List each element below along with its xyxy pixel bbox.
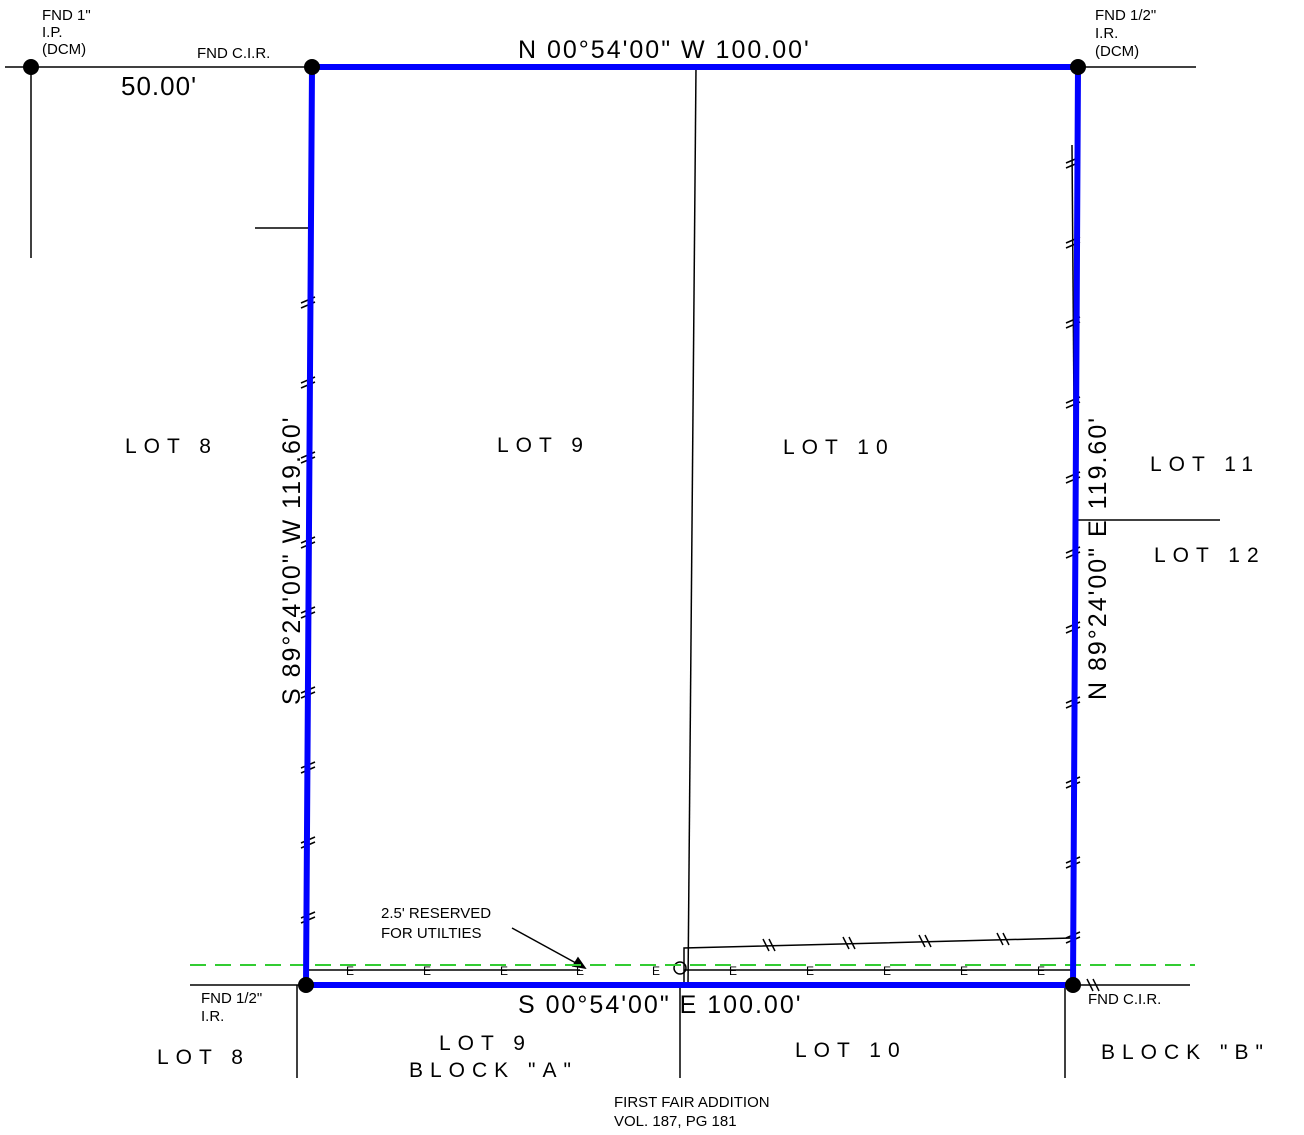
- east-bearing-label: N 89°24'00" E 119.60': [1084, 416, 1112, 700]
- monument-sw-label-2: I.R.: [201, 1008, 224, 1025]
- fence-hatch: [1086, 978, 1094, 992]
- easement-marker: E: [883, 964, 891, 978]
- monument-ne-label-1: FND 1/2": [1095, 7, 1156, 24]
- north-bearing-label: N 00°54'00" W 100.00': [518, 36, 811, 64]
- easement-marker: E: [1037, 964, 1045, 978]
- lot12-label: LOT 12: [1154, 544, 1266, 567]
- monument-nw-far-label-1: FND 1": [42, 7, 91, 24]
- fence-hatch: [848, 936, 856, 950]
- easement-marker: E: [346, 964, 354, 978]
- fence-hatch: [918, 934, 926, 948]
- easement-marker: E: [500, 964, 508, 978]
- pole-symbol: [673, 961, 687, 975]
- fence-line-south: [683, 937, 1073, 985]
- utility-note-line-1: 2.5' RESERVED: [381, 905, 491, 922]
- easement-marker: E: [806, 964, 814, 978]
- monument-sw: [298, 977, 314, 993]
- lot10-lower-label: LOT 10: [795, 1039, 907, 1062]
- fence-hatch: [996, 932, 1004, 946]
- utility-leader: [511, 927, 586, 969]
- lot9-lot10-divider: [687, 66, 697, 986]
- lot9-upper-label: LOT 9: [497, 434, 590, 457]
- monument-sw-label-1: FND 1/2": [201, 990, 262, 1007]
- south-bearing-label: S 00°54'00" E 100.00': [518, 991, 803, 1019]
- linework: [5, 66, 1220, 1078]
- monument-nw-far-label-2: I.P.: [42, 24, 63, 41]
- west-bearing-label: S 89°24'00" W 119.60': [278, 415, 306, 705]
- monument-ne: [1070, 59, 1086, 75]
- lot10-upper-label: LOT 10: [783, 436, 895, 459]
- fence-hatch: [1002, 932, 1010, 946]
- monument-ne-label-2: I.R.: [1095, 25, 1118, 42]
- lot11-label: LOT 11: [1150, 453, 1260, 476]
- monuments: [23, 59, 1086, 993]
- monument-se: [1065, 977, 1081, 993]
- monument-se-label: FND C.I.R.: [1088, 991, 1161, 1008]
- monument-nw: [304, 59, 320, 75]
- monument-ne-label-3: (DCM): [1095, 43, 1139, 60]
- fence-hatch-marks: [300, 156, 1100, 992]
- block-b-label: BLOCK "B": [1101, 1041, 1270, 1064]
- easement-marker: E: [423, 964, 431, 978]
- monument-nw-far: [23, 59, 39, 75]
- easement-marker: E: [652, 964, 660, 978]
- easement-marker: E: [960, 964, 968, 978]
- lot8-upper-label: LOT 8: [125, 435, 218, 458]
- fence-hatch: [1092, 978, 1100, 992]
- offset-distance-label: 50.00': [121, 71, 197, 101]
- lot8-lower-label: LOT 8: [157, 1046, 250, 1069]
- easement-marker: E: [729, 964, 737, 978]
- addition-note-line-1: FIRST FAIR ADDITION: [614, 1094, 770, 1111]
- fence-hatch: [924, 934, 932, 948]
- fence-hatch: [768, 938, 776, 952]
- addition-note-line-2: VOL. 187, PG 181: [614, 1113, 737, 1130]
- fence-hatch: [842, 936, 850, 950]
- fence-hatch: [762, 938, 770, 952]
- monument-nw-label: FND C.I.R.: [197, 45, 270, 62]
- monument-nw-far-label-3: (DCM): [42, 41, 86, 58]
- utility-note-line-2: FOR UTILTIES: [381, 925, 482, 942]
- lot9-lower-label: LOT 9: [439, 1032, 532, 1055]
- easement-marker: E: [576, 964, 584, 978]
- block-a-label: BLOCK "A": [409, 1059, 578, 1082]
